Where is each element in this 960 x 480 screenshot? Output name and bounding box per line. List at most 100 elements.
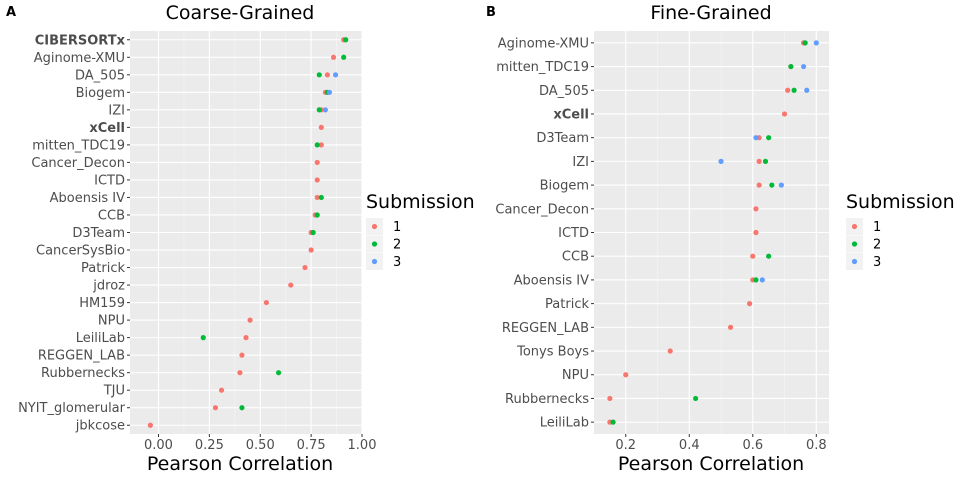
- panel-a-category-label: REGGEN_LAB: [38, 349, 125, 364]
- panel-b-point-series-1: [756, 158, 762, 164]
- panel-a-category-label: ICTD: [94, 173, 125, 188]
- panel-b-point-series-1: [785, 87, 791, 93]
- legend-a-key-dot: [371, 241, 378, 247]
- panel-b-x-tick-label: 0.2: [615, 438, 636, 453]
- panel-a-category-label: CCB: [98, 208, 125, 223]
- panel-b-point-series-1: [607, 395, 613, 402]
- panel-b-point-series-2: [802, 40, 808, 46]
- legend-a-label: 2: [393, 238, 401, 253]
- panel-a-point-series-2: [341, 54, 347, 60]
- panel-a-category-label: IZI: [108, 103, 125, 118]
- panel-b-point-series-1: [781, 111, 788, 117]
- panel-b-category-label: CCB: [562, 250, 589, 265]
- legend-b-label: 1: [873, 220, 881, 235]
- panel-b-point-series-2: [769, 182, 775, 188]
- legend-b-keys: 1 2 3: [846, 218, 881, 270]
- panel-b-plot: Aginome-XMU mitten_TDC19 DA_505 xCell D3Team…: [495, 31, 829, 453]
- panel-b-point-series-2: [766, 135, 772, 141]
- panel-a-point-series-3: [322, 107, 328, 113]
- panel-a-point-series-2: [275, 370, 282, 376]
- panel-a-category-label: NYIT_glomerular: [18, 401, 126, 416]
- panel-a-point-series-1: [288, 282, 294, 288]
- panel-b-category-label: LeiliLab: [540, 416, 589, 431]
- panel-a-category-label: mitten_TDC19: [32, 138, 125, 153]
- panel-a-category-label: Biogem: [76, 86, 125, 101]
- panel-a-point-series-3: [326, 89, 333, 95]
- panel-a-x-tick-label: 1.00: [348, 438, 377, 453]
- panel-a-category-label: HM159: [79, 296, 125, 311]
- panel-b-point-series-1: [753, 229, 759, 236]
- panel-b-x-tick-label: 0.8: [806, 438, 827, 453]
- panel-a-point-series-2: [239, 405, 245, 411]
- panel-a-category-label: jbkcose: [75, 419, 125, 434]
- panel-a-title: Coarse-Grained: [166, 2, 315, 24]
- panel-a-x-tick-label: 0.25: [195, 438, 224, 453]
- panel-b-point-series-1: [747, 301, 753, 307]
- panel-b-point-series-3: [804, 87, 810, 93]
- panel-b-point-series-1: [756, 182, 762, 188]
- legend-a-label: 3: [393, 255, 401, 270]
- panel-b-title: Fine-Grained: [650, 2, 771, 24]
- panel-a-x-tick-label: 0.00: [144, 438, 173, 453]
- panel-b-point-series-2: [693, 395, 699, 402]
- panel-b-x-tick-label: 0.6: [742, 438, 763, 453]
- panel-a-point-series-2: [310, 229, 316, 236]
- panel-a-point-series-1: [308, 247, 314, 253]
- panel-b-category-label: Tonys Boys: [516, 345, 589, 360]
- panel-a-point-series-2: [314, 142, 320, 148]
- panel-a-point-series-2: [314, 212, 320, 218]
- panel-b-category-label: IZI: [572, 155, 589, 170]
- legend-a-key-dot: [371, 223, 378, 230]
- panel-a-point-series-1: [243, 335, 249, 341]
- panel-a-category-label: Rubbernecks: [41, 366, 125, 381]
- panel-b-point-series-3: [718, 158, 724, 164]
- panel-b-category-label: Cancer_Decon: [495, 202, 589, 217]
- panel-a-category-label: D3Team: [72, 226, 125, 241]
- legend-b-key-dot: [851, 223, 858, 230]
- panel-a-x-tick-label: 0.50: [246, 438, 275, 453]
- legend-a-key-dot: [371, 258, 378, 265]
- panel-b-point-series-1: [623, 372, 629, 378]
- panel-a-x-tick-label: 0.75: [297, 438, 326, 453]
- panel-a-plot: CIBERSORTx Aginome-XMU DA_505 Biogem IZI xCel…: [18, 31, 376, 453]
- panel-b-category-label: xCell: [553, 107, 589, 122]
- panel-b-category-label: REGGEN_LAB: [502, 321, 589, 336]
- panel-b-category-label: Rubbernecks: [505, 392, 589, 407]
- panel-b-point-series-1: [727, 324, 734, 330]
- panel-a-point-series-2: [200, 335, 206, 341]
- panel-a-category-label: Cancer_Decon: [31, 156, 125, 171]
- panel-a-category-label: NPU: [98, 314, 125, 329]
- panel-a-point-series-1: [314, 159, 320, 166]
- panel-a-point-series-1: [239, 352, 245, 358]
- panel-b-point-series-3: [813, 40, 819, 46]
- panel-a-category-label: jdroz: [92, 279, 125, 294]
- panel-a-letter: A: [6, 5, 16, 20]
- legend-a: Submission: [366, 191, 475, 213]
- panel-a-category-label: TJU: [103, 384, 125, 399]
- panel-a-point-series-1: [314, 194, 320, 201]
- panel-b-point-series-2: [788, 63, 794, 70]
- panel-a-point-series-2: [316, 72, 322, 78]
- panel-a-point-series-1: [247, 317, 253, 323]
- legend-a-label: 1: [393, 220, 401, 235]
- panel-a-point-series-1: [147, 422, 153, 428]
- panel-a-category-label: Aginome-XMU: [34, 51, 125, 66]
- panel-a-category-label: Patrick: [81, 261, 125, 276]
- panel-a-point-series-1: [318, 124, 324, 130]
- panel-b-category-label: NPU: [562, 368, 589, 383]
- panel-a-point-series-1: [314, 177, 320, 183]
- legend-b-label: 2: [873, 238, 881, 253]
- panel-b-point-series-2: [753, 277, 759, 283]
- panel-a-point-series-1: [237, 370, 243, 376]
- panel-a-point-series-1: [330, 54, 337, 60]
- panel-a-x-axis-title: Pearson Correlation: [147, 453, 333, 475]
- panel-a-point-series-1: [302, 264, 308, 271]
- panel-a-category-label: CIBERSORTx: [35, 33, 126, 48]
- panel-a-point-series-2: [316, 107, 322, 113]
- panel-a-point-series-1: [324, 72, 331, 78]
- panel-b-point-series-2: [791, 87, 797, 93]
- panel-b-x-axis-title: Pearson Correlation: [618, 453, 804, 475]
- panel-a-point-series-1: [263, 299, 269, 306]
- panel-a-point-series-3: [332, 72, 339, 78]
